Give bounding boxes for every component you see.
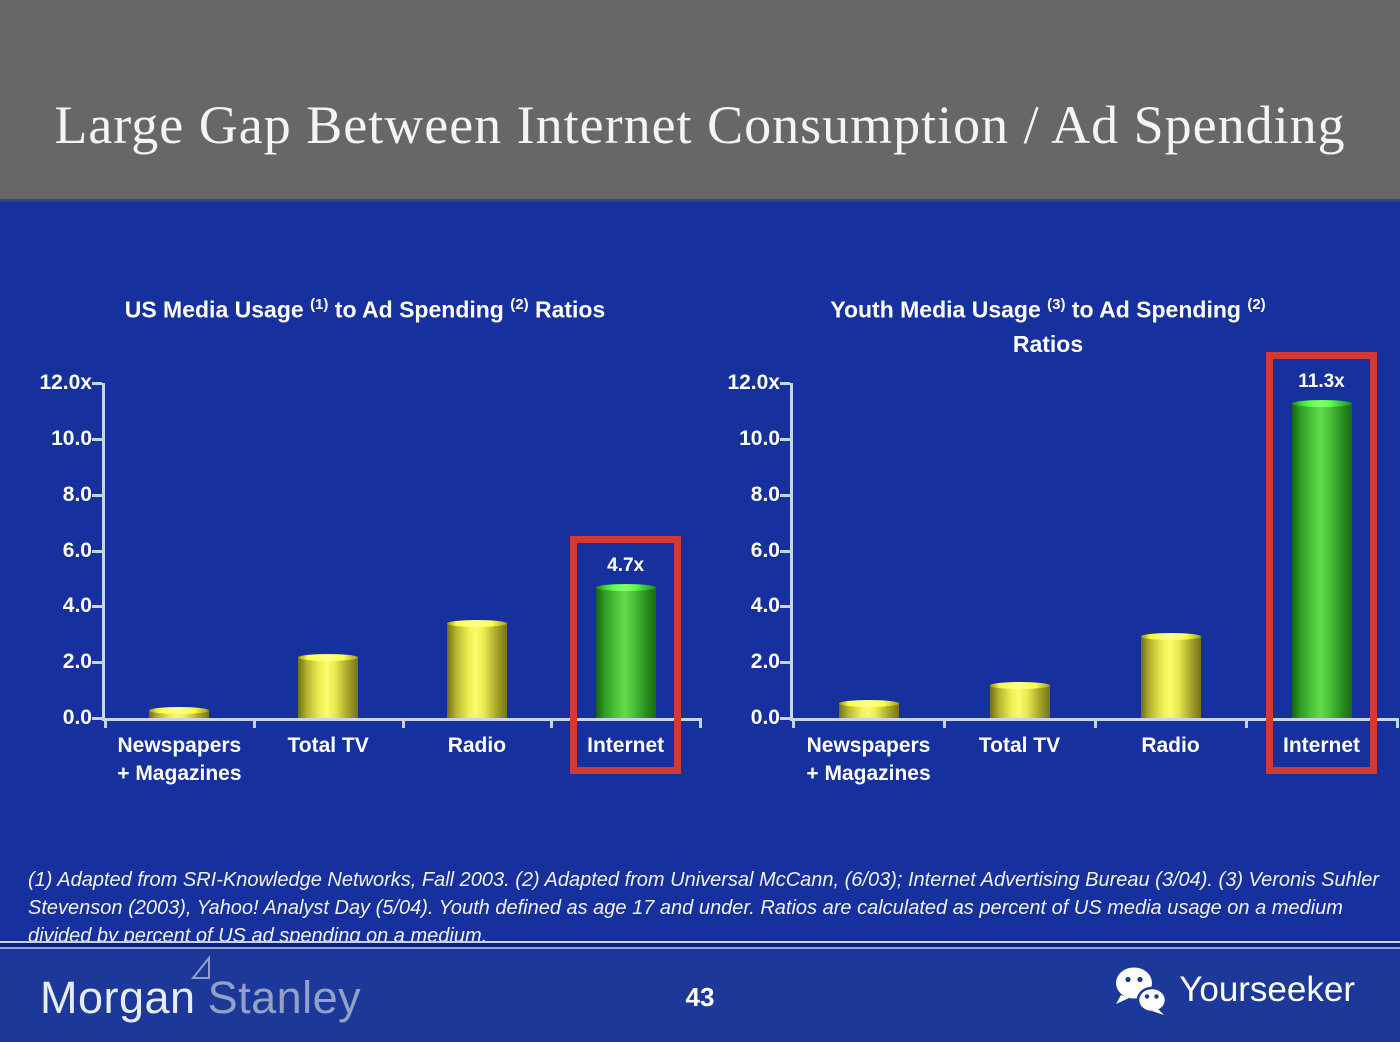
y-tick-mark (780, 382, 790, 385)
footnote: (1) Adapted from SRI-Knowledge Networks,… (28, 869, 1379, 947)
x-axis-tick (792, 718, 795, 728)
x-axis-tick (104, 718, 107, 728)
y-tick-label: 12.0x (39, 371, 92, 394)
category-label-radio: Radio (1141, 734, 1200, 757)
highlight-box-internet (570, 535, 682, 774)
slide-title: Large Gap Between Internet Consumption /… (54, 95, 1346, 155)
y-tick-label: 6.0 (750, 538, 780, 562)
x-axis-tick (252, 718, 256, 728)
x-axis-tick (699, 718, 702, 728)
y-tick-mark (92, 493, 102, 497)
y-tick-label: 10.0 (51, 426, 92, 450)
y-tick-mark (92, 661, 102, 665)
separator-line (0, 941, 1400, 950)
bar-internet (1291, 402, 1352, 718)
x-axis-tick (401, 718, 405, 728)
plot-youth: 12.0x 10.0 8.0 6.0 4.0 2.0 0.0 Newspapers + Mag… (727, 351, 1399, 785)
bar-newspapers-magazines (149, 709, 210, 718)
category-label-internet: Internet (587, 734, 665, 757)
y-tick-label: 8.0 (750, 482, 780, 506)
brand-morgan: Morgan (40, 972, 196, 1023)
page-number: 43 (685, 982, 715, 1012)
bar-total-tv (298, 656, 359, 718)
chart-title-youth: Youth Media Usage (3) to Ad Spending (2)… (768, 288, 1328, 361)
chart-title-us: US Media Usage (1) to Ad Spending (2) Ra… (35, 288, 695, 327)
category-label-total-tv: Total TV (287, 734, 369, 757)
bar-radio (446, 623, 507, 718)
chart-title-text: Youth Media Usage (830, 296, 1048, 323)
category-label-internet: Internet (1282, 734, 1360, 757)
y-tick-mark (92, 717, 102, 720)
chart-title-text: US Media Usage (124, 296, 311, 323)
bar-total-tv (989, 684, 1050, 718)
chart-title-text: Ratios (528, 296, 606, 323)
y-tick-label: 10.0 (739, 426, 780, 450)
y-tick-label: 4.0 (62, 594, 92, 618)
category-label-total-tv: Total TV (978, 734, 1061, 757)
x-axis-tick (1245, 718, 1248, 728)
y-tick-label: 2.0 (62, 650, 92, 674)
y-tick-mark (92, 549, 102, 553)
x-axis-tick (550, 718, 554, 728)
footnote-marker: (3) (1047, 296, 1066, 313)
y-tick-label: 8.0 (62, 482, 92, 506)
y-tick-mark (92, 382, 102, 385)
y-tick-mark (780, 493, 790, 497)
bar-newspapers-magazines (838, 702, 899, 718)
category-label-newspapers-magazines: Newspapers + Magazines (806, 734, 931, 785)
y-tick-label: 6.0 (62, 538, 92, 562)
highlight-box-internet (1266, 351, 1377, 774)
chart-title-text: to Ad Spending (1065, 296, 1248, 323)
y-tick-label: 0.0 (750, 706, 780, 729)
yourseeker-label: Yourseeker (1179, 970, 1355, 1009)
bar-value-label: 4.7x (607, 554, 645, 576)
y-tick-mark (780, 717, 790, 720)
slide-header: Large Gap Between Internet Consumption /… (0, 0, 1400, 202)
footnote-marker: (2) (1247, 296, 1266, 313)
x-axis-tick (943, 718, 946, 728)
y-tick-mark (780, 605, 790, 609)
x-axis-tick (1094, 718, 1097, 728)
morgan-stanley-logo: Morgan Stanley (40, 955, 362, 1024)
x-axis-tick (1396, 718, 1399, 728)
brand-stanley: Stanley (207, 972, 362, 1023)
bar-internet (595, 586, 656, 718)
yourseeker-watermark: Yourseeker (1113, 964, 1355, 1016)
plot-us: 12.0x 10.0 8.0 6.0 4.0 2.0 0.0 Newspapers + Mag… (39, 371, 702, 785)
y-tick-mark (780, 437, 790, 441)
y-tick-mark (92, 437, 102, 441)
footnote-marker: (2) (510, 296, 529, 313)
category-label-newspapers-magazines: Newspapers + Magazines (117, 734, 242, 785)
slide-footer: Morgan Stanley 43 Yourseeker (0, 950, 1400, 1042)
bar-radio (1140, 635, 1201, 718)
category-label-radio: Radio (447, 734, 507, 757)
y-tick-mark (780, 549, 790, 553)
y-tick-mark (780, 661, 790, 665)
wechat-icon (1113, 964, 1169, 1016)
chart-title-text: Ratios (1012, 330, 1084, 357)
y-tick-label: 0.0 (62, 706, 92, 729)
footnote-marker: (1) (310, 296, 329, 313)
y-tick-label: 2.0 (750, 650, 780, 674)
y-tick-label: 12.0x (727, 371, 780, 394)
chart-title-text: to Ad Spending (328, 296, 511, 323)
y-tick-label: 4.0 (750, 594, 780, 618)
bar-value-label: 11.3x (1298, 370, 1345, 392)
y-tick-mark (92, 605, 102, 609)
triangle-flag-icon (190, 955, 210, 1013)
